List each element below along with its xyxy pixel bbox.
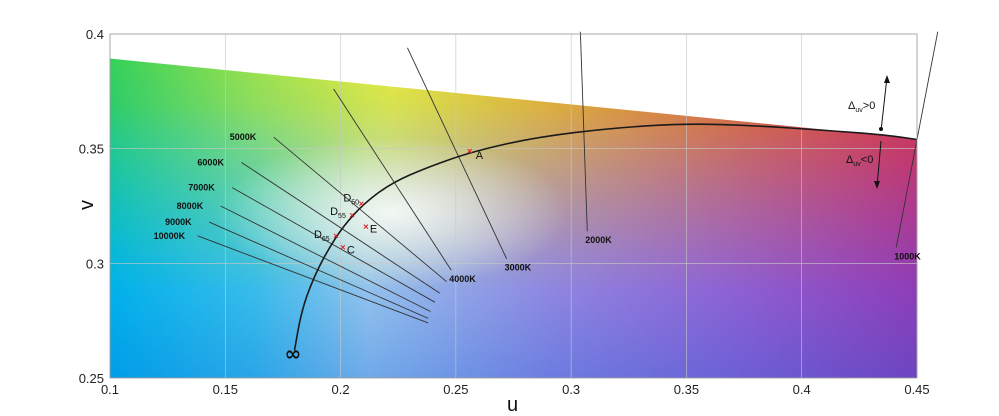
delta-uv-arrow-down — [876, 140, 882, 188]
delta-uv-arrow-up — [880, 76, 888, 132]
isotherm-line — [407, 47, 507, 259]
delta-uv-negative-label-sub: uv — [853, 161, 861, 168]
point-label: E — [370, 224, 377, 236]
x-tick-label: 0.3 — [562, 382, 580, 397]
point-marker — [340, 244, 346, 250]
x-tick-label: 0.2 — [332, 382, 350, 397]
delta-uv-dot — [879, 127, 883, 131]
y-tick-label: 0.25 — [79, 371, 104, 386]
isotherm-label: 2000K — [585, 235, 612, 245]
delta-uv-positive-label: Δuv>0 — [848, 100, 875, 114]
delta-uv-positive-label-sub: uv — [855, 107, 863, 114]
isotherm-line — [241, 162, 440, 294]
isotherm-label: 4000K — [449, 274, 476, 284]
delta-uv-arrowhead-up — [884, 75, 890, 83]
isotherm-label: 8000K — [177, 201, 204, 211]
delta-uv-positive-label-rel: >0 — [863, 100, 876, 112]
isotherm-label: 3000K — [505, 263, 532, 273]
isotherm-label: 7000K — [188, 183, 215, 193]
point-label-sub: 55 — [338, 213, 346, 220]
axes: 0.1 0.15 0.2 0.25 0.3 0.35 0.4 0.45 0.25 0.3 0.35 0… — [76, 27, 930, 416]
isotherm-line — [333, 88, 452, 271]
point-label-sub: 65 — [322, 236, 330, 243]
x-tick-label: 0.45 — [904, 382, 929, 397]
planckian-locus — [293, 123, 918, 351]
point-marker — [349, 212, 355, 218]
delta-uv-arrowhead-down — [874, 181, 880, 189]
delta-uv-negative-label: Δuv<0 — [846, 154, 873, 168]
x-axis-label: u — [507, 394, 518, 416]
y-tick-label: 0.3 — [86, 256, 104, 271]
point-marker — [467, 148, 473, 154]
isotherm-line — [208, 221, 429, 319]
x-tick-label: 0.15 — [213, 382, 238, 397]
isotherm-line — [231, 187, 436, 303]
y-tick-label: 0.4 — [86, 27, 104, 42]
point-label: C — [347, 244, 355, 256]
point-label: A — [476, 150, 484, 162]
isotherm-lines — [197, 31, 939, 324]
point-label-sub: 50 — [351, 200, 359, 207]
x-tick-label: 0.4 — [793, 382, 811, 397]
y-tick-label: 0.35 — [79, 142, 104, 157]
point-marker — [333, 233, 339, 239]
reference-point: C — [340, 244, 355, 256]
x-tick-label: 0.35 — [674, 382, 699, 397]
point-marker — [358, 201, 364, 207]
isotherm-label: 9000K — [165, 217, 192, 227]
isotherm-label: 6000K — [197, 157, 224, 167]
x-tick-label: 0.25 — [443, 382, 468, 397]
delta-uv-indicator: Δuv>0 Δuv<0 — [846, 75, 890, 189]
isotherm-label: 10000K — [154, 231, 186, 241]
reference-point: E — [363, 224, 377, 236]
isotherm-label: 1000K — [894, 251, 921, 261]
reference-point: A — [467, 148, 484, 162]
y-axis-label: v — [76, 200, 98, 210]
isotherm-line — [273, 136, 447, 283]
infinity-label: ∞ — [284, 341, 301, 365]
point-marker — [363, 224, 369, 229]
plot-frame — [109, 33, 918, 379]
labels: 10000K 9000K 8000K 7000K 6000K 5000K 4000K 3000… — [154, 132, 922, 365]
color-background — [110, 34, 917, 378]
x-tick-label: 0.1 — [101, 382, 119, 397]
isotherm-line — [220, 205, 431, 312]
delta-uv-negative-label-rel: <0 — [861, 154, 874, 166]
isotherm-label: 5000K — [230, 132, 257, 142]
